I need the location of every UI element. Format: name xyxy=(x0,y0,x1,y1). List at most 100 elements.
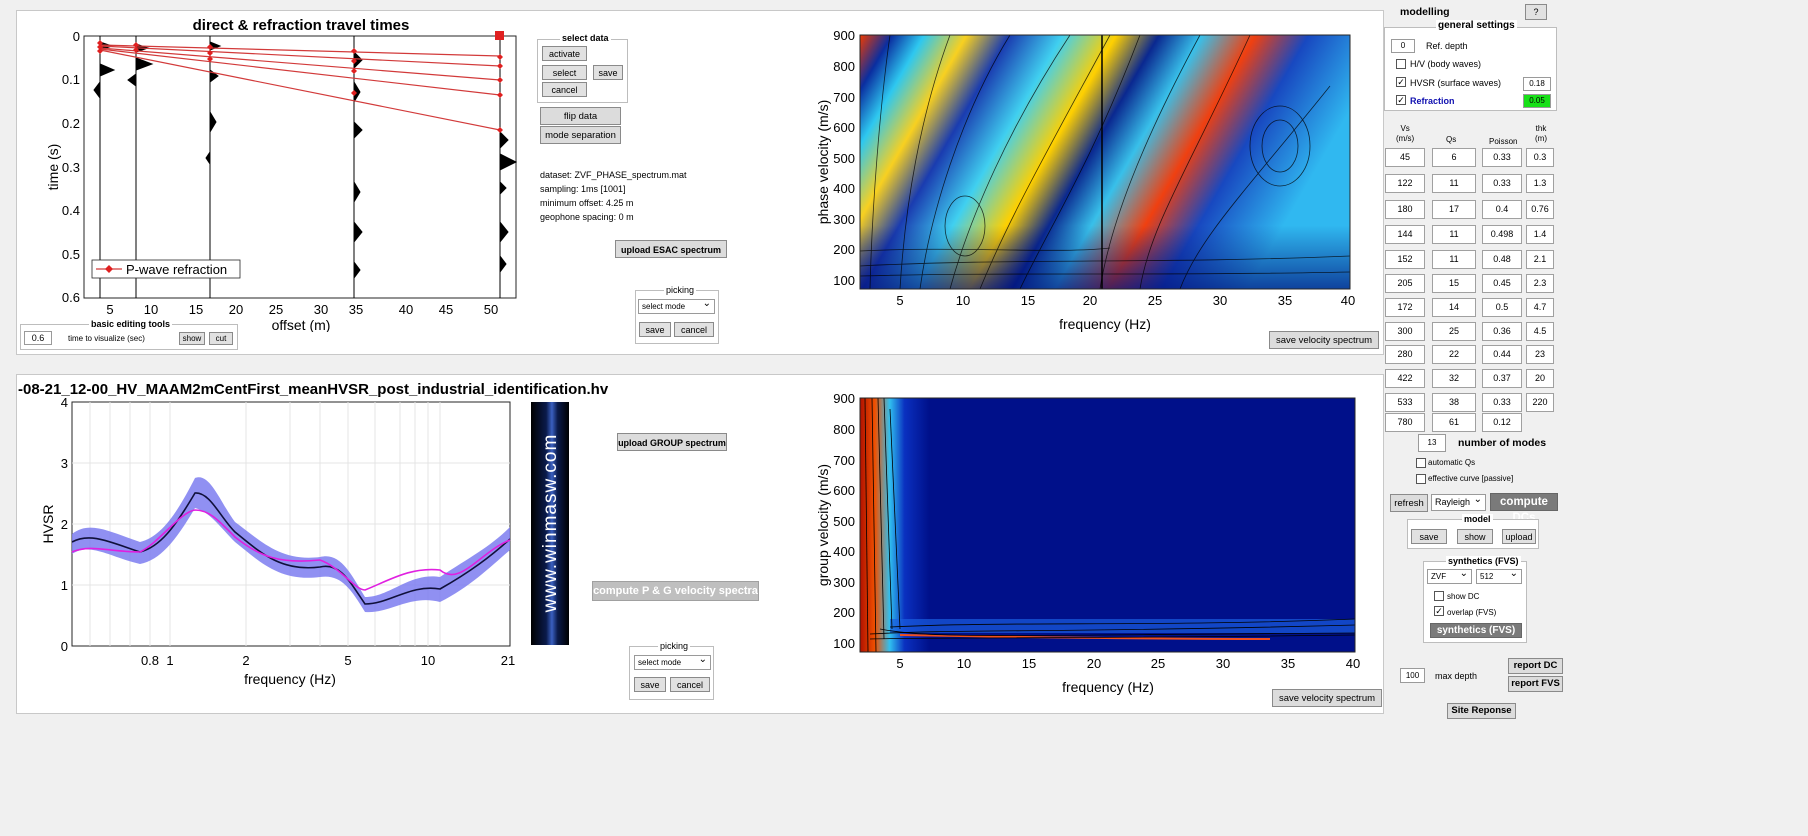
mode-separation-button[interactable]: mode separation xyxy=(540,126,621,144)
model-thk-field[interactable]: 2.1 xyxy=(1526,250,1554,269)
model-thk-field[interactable]: 4.5 xyxy=(1526,322,1554,341)
model-qs-field[interactable]: 17 xyxy=(1432,200,1476,219)
model-qs-field[interactable]: 32 xyxy=(1432,369,1476,388)
model-save-button[interactable]: save xyxy=(1411,529,1447,544)
model-thk-field[interactable]: 0.76 xyxy=(1526,200,1554,219)
picking-save-button-top[interactable]: save xyxy=(639,322,671,337)
model-poisson-field[interactable]: 0.45 xyxy=(1482,274,1522,293)
model-poisson-field[interactable]: 0.37 xyxy=(1482,369,1522,388)
model-poisson-field[interactable]: 0.33 xyxy=(1482,148,1522,167)
refraction-checkbox[interactable]: ✓ xyxy=(1396,95,1406,105)
help-button[interactable]: ? xyxy=(1525,4,1547,20)
model-qs-field[interactable]: 11 xyxy=(1432,174,1476,193)
hv-body-checkbox[interactable] xyxy=(1396,59,1406,69)
model-qs-field[interactable]: 61 xyxy=(1432,413,1476,432)
model-thk-field[interactable]: 20 xyxy=(1526,369,1554,388)
model-thk-field[interactable]: 1.4 xyxy=(1526,225,1554,244)
model-upload-button[interactable]: upload xyxy=(1502,529,1536,544)
save-velocity-spectrum-top[interactable]: save velocity spectrum xyxy=(1269,331,1379,349)
overlap-checkbox[interactable]: ✓ xyxy=(1434,606,1444,616)
ref-depth-field[interactable]: 0 xyxy=(1391,39,1415,53)
hvsr-weight-field[interactable]: 0.18 xyxy=(1523,77,1551,91)
model-qs-field[interactable]: 15 xyxy=(1432,274,1476,293)
site-response-button[interactable]: Site Reponse xyxy=(1447,703,1516,719)
y-tick: 600 xyxy=(833,483,855,498)
select-cancel-button[interactable]: cancel xyxy=(542,82,587,97)
select-save-button[interactable]: save xyxy=(593,65,623,80)
x-tick: 1 xyxy=(166,653,173,668)
upload-group-button[interactable]: upload GROUP spectrum xyxy=(617,433,727,451)
compute-dcs-button[interactable]: compute DCs xyxy=(1490,493,1558,524)
model-vs-field[interactable]: 122 xyxy=(1385,174,1425,193)
model-poisson-field[interactable]: 0.5 xyxy=(1482,298,1522,317)
activate-button[interactable]: activate xyxy=(542,46,587,61)
editing-tools-title: basic editing tools xyxy=(89,319,173,329)
model-vs-field[interactable]: 172 xyxy=(1385,298,1425,317)
model-qs-field[interactable]: 11 xyxy=(1432,225,1476,244)
time-to-visualize-field[interactable]: 0.6 xyxy=(24,331,52,345)
model-qs-field[interactable]: 25 xyxy=(1432,322,1476,341)
model-vs-field[interactable]: 533 xyxy=(1385,393,1425,412)
picking-cancel-button-top[interactable]: cancel xyxy=(674,322,714,337)
refraction-weight-field[interactable]: 0.05 xyxy=(1523,94,1551,108)
dataset-name: dataset: ZVF_PHASE_spectrum.mat xyxy=(540,170,687,180)
model-poisson-field[interactable]: 0.36 xyxy=(1482,322,1522,341)
model-poisson-field[interactable]: 0.48 xyxy=(1482,250,1522,269)
model-show-button[interactable]: show xyxy=(1457,529,1493,544)
model-thk-field[interactable]: 4.7 xyxy=(1526,298,1554,317)
model-poisson-field[interactable]: 0.44 xyxy=(1482,345,1522,364)
select-button[interactable]: select xyxy=(542,65,587,80)
wave-type-select[interactable]: Rayleigh xyxy=(1431,492,1486,511)
header-thk: thk (m) xyxy=(1535,124,1547,143)
picking-cancel-button-bottom[interactable]: cancel xyxy=(670,677,710,692)
model-qs-field[interactable]: 14 xyxy=(1432,298,1476,317)
model-vs-field[interactable]: 152 xyxy=(1385,250,1425,269)
model-poisson-field[interactable]: 0.498 xyxy=(1482,225,1522,244)
hvsr-plot: 4 3 2 1 0 0.8 1 2 5 10 21 frequency (Hz)… xyxy=(20,392,520,692)
model-thk-field[interactable]: 23 xyxy=(1526,345,1554,364)
model-qs-field[interactable]: 22 xyxy=(1432,345,1476,364)
refresh-button[interactable]: refresh xyxy=(1390,494,1428,512)
modes-label: number of modes xyxy=(1458,437,1547,449)
model-qs-field[interactable]: 38 xyxy=(1432,393,1476,412)
model-thk-field[interactable]: 2.3 xyxy=(1526,274,1554,293)
component-select[interactable]: ZVF xyxy=(1427,567,1472,584)
model-vs-field[interactable]: 144 xyxy=(1385,225,1425,244)
model-vs-field[interactable]: 45 xyxy=(1385,148,1425,167)
model-vs-field[interactable]: 205 xyxy=(1385,274,1425,293)
synthetics-button[interactable]: synthetics (FVS) xyxy=(1430,623,1522,638)
picking-save-button-bottom[interactable]: save xyxy=(634,677,666,692)
model-qs-field[interactable]: 11 xyxy=(1432,250,1476,269)
model-poisson-field[interactable]: 0.4 xyxy=(1482,200,1522,219)
model-poisson-field[interactable]: 0.33 xyxy=(1482,393,1522,412)
show-button[interactable]: show xyxy=(179,332,205,345)
model-vs-field[interactable]: 180 xyxy=(1385,200,1425,219)
model-qs-field[interactable]: 6 xyxy=(1432,148,1476,167)
model-thk-field[interactable]: 0.3 xyxy=(1526,148,1554,167)
model-poisson-field[interactable]: 0.12 xyxy=(1482,413,1522,432)
report-dc-button[interactable]: report DC xyxy=(1508,658,1563,674)
show-dc-checkbox[interactable] xyxy=(1434,591,1444,601)
model-vs-field[interactable]: 280 xyxy=(1385,345,1425,364)
model-vs-field[interactable]: 300 xyxy=(1385,322,1425,341)
report-fvs-button[interactable]: report FVS xyxy=(1508,676,1563,692)
model-vs-field[interactable]: 780 xyxy=(1385,413,1425,432)
samples-select[interactable]: 512 xyxy=(1476,567,1522,584)
compute-pg-button[interactable]: compute P & G velocity spectra xyxy=(592,581,759,601)
x-axis-label: offset (m) xyxy=(272,317,331,332)
save-velocity-spectrum-bottom[interactable]: save velocity spectrum xyxy=(1272,689,1382,707)
picking-mode-select-bottom[interactable]: select mode xyxy=(634,653,711,670)
modes-field[interactable]: 13 xyxy=(1418,434,1446,452)
hvsr-surface-checkbox[interactable]: ✓ xyxy=(1396,77,1406,87)
cut-button[interactable]: cut xyxy=(209,332,233,345)
max-depth-field[interactable]: 100 xyxy=(1400,668,1425,683)
model-vs-field[interactable]: 422 xyxy=(1385,369,1425,388)
picking-mode-select-top[interactable]: select mode xyxy=(638,297,715,314)
flip-data-button[interactable]: flip data xyxy=(540,107,621,125)
model-poisson-field[interactable]: 0.33 xyxy=(1482,174,1522,193)
upload-esac-button[interactable]: upload ESAC spectrum xyxy=(615,240,727,258)
effective-curve-checkbox[interactable] xyxy=(1416,474,1426,484)
automatic-qs-checkbox[interactable] xyxy=(1416,458,1426,468)
model-thk-field[interactable]: 1.3 xyxy=(1526,174,1554,193)
model-thk-field[interactable]: 220 xyxy=(1526,393,1554,412)
